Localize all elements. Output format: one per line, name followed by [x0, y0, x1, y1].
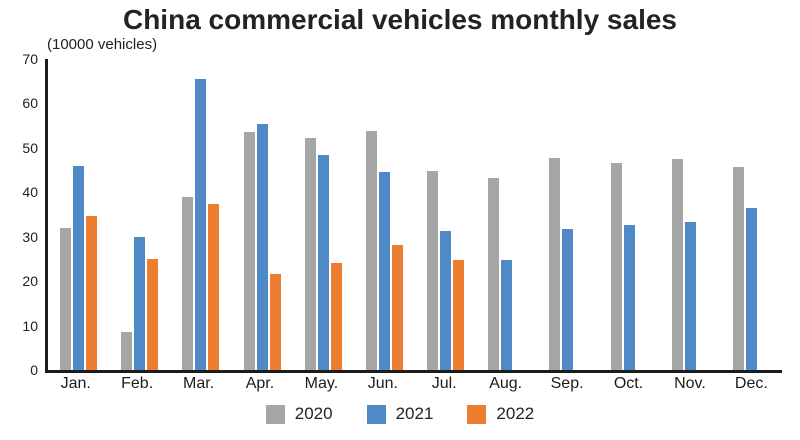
legend-label-2022: 2022	[496, 404, 535, 423]
bar-group-dec	[721, 59, 782, 370]
chart-title: China commercial vehicles monthly sales	[122, 4, 677, 35]
x-label-jun: Jun.	[367, 375, 398, 392]
bar-group-mar	[170, 59, 231, 370]
bar-2021-dec	[745, 208, 757, 370]
y-tick-60: 60	[22, 95, 38, 112]
bar-2020-jun	[365, 131, 377, 370]
bar-2020-dec	[732, 167, 744, 370]
bar-2022-may	[330, 263, 342, 370]
bar-2021-jan	[73, 166, 85, 370]
bar-2021-jun	[378, 172, 390, 370]
bar-2020-may	[304, 138, 316, 370]
x-axis-labels: Jan. Feb. Mar. Apr. May. Jun. Jul. Aug. Sep. Oct.…	[45, 375, 782, 393]
bar-2020-jul	[427, 171, 439, 370]
bar-2020-feb	[121, 332, 133, 370]
x-label-may: May.	[304, 375, 339, 392]
bar-2020-aug	[488, 178, 500, 370]
y-tick-30: 30	[22, 228, 38, 245]
legend-item-2022: 2022	[467, 404, 534, 424]
bar-group-jul	[415, 59, 476, 370]
y-tick-20: 20	[22, 273, 38, 290]
y-tick-70: 70	[22, 51, 38, 67]
bar-2020-jan	[60, 228, 72, 370]
bar-2022-jul	[453, 260, 465, 370]
bar-group-sep	[537, 59, 598, 370]
bar-group-nov	[660, 59, 721, 370]
legend-item-2021: 2021	[366, 404, 434, 424]
x-label-mar: Mar.	[182, 375, 215, 392]
bar-2021-oct	[623, 225, 635, 370]
bar-2022-jan	[86, 216, 98, 370]
x-label-dec: Dec.	[734, 375, 768, 392]
x-label-oct: Oct.	[613, 375, 644, 392]
bar-2021-nov	[684, 222, 696, 370]
bar-2021-aug	[501, 260, 513, 370]
legend-label-2021: 2021	[395, 404, 434, 423]
bar-2020-apr	[243, 132, 255, 370]
x-label-apr: Apr.	[245, 375, 275, 392]
legend-swatch-2020	[265, 404, 285, 424]
bar-group-apr	[232, 59, 293, 370]
bar-2020-sep	[549, 158, 561, 370]
bar-2020-nov	[671, 159, 683, 370]
x-label-feb: Feb.	[121, 375, 154, 392]
x-label-aug: Aug.	[489, 375, 523, 392]
bar-2021-feb	[134, 237, 146, 370]
bar-group-jun	[354, 59, 415, 370]
legend-swatch-2021	[366, 404, 386, 424]
legend-item-2020: 2020	[265, 404, 333, 424]
y-tick-50: 50	[22, 139, 38, 156]
x-label-sep: Sep.	[550, 375, 584, 392]
bar-group-may	[293, 59, 354, 370]
bar-2020-mar	[182, 197, 194, 370]
bar-2020-oct	[610, 163, 622, 370]
bar-2021-sep	[562, 229, 574, 370]
legend-swatch-2022	[467, 404, 487, 424]
legend-label-2020: 2020	[294, 404, 333, 423]
bar-2021-jul	[440, 231, 452, 370]
x-label-jul: Jul.	[431, 375, 457, 392]
bar-group-aug	[476, 59, 537, 370]
x-label-nov: Nov.	[674, 375, 706, 392]
bar-2021-mar	[195, 79, 207, 370]
bar-2021-may	[317, 155, 329, 370]
y-tick-0: 0	[30, 362, 38, 378]
y-tick-10: 10	[22, 317, 38, 334]
bar-group-oct	[599, 59, 660, 370]
plot-area	[45, 59, 782, 373]
y-tick-40: 40	[22, 184, 38, 201]
bar-group-jan	[48, 59, 109, 370]
bar-2022-jun	[391, 245, 403, 370]
bar-2022-feb	[147, 259, 159, 370]
bar-group-feb	[109, 59, 170, 370]
x-label-jan: Jan.	[60, 375, 91, 392]
bar-2022-apr	[269, 274, 281, 370]
legend: 2020 2021 2022	[0, 404, 800, 424]
bar-2022-mar	[208, 204, 220, 370]
y-axis-unit-label: (10000 vehicles)	[47, 36, 158, 53]
bar-2021-apr	[256, 124, 268, 370]
